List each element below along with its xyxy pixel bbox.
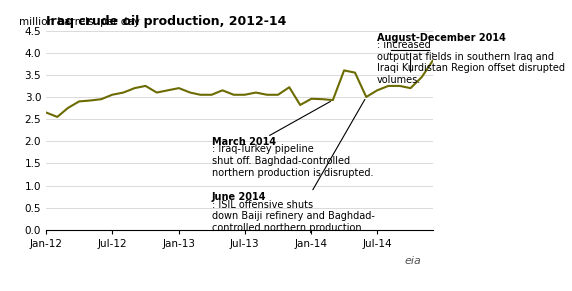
Text: Iraq crude oil production, 2012-14: Iraq crude oil production, 2012-14 — [46, 15, 287, 28]
Text: million barrels  per day: million barrels per day — [19, 17, 140, 26]
Text: eia: eia — [404, 256, 421, 266]
Text: August-December 2014: August-December 2014 — [377, 33, 506, 43]
Text: June 2014: June 2014 — [212, 192, 266, 202]
Text: : increased
output at fields in southern Iraq and
Iraqi Kurdistan Region offset : : increased output at fields in southern… — [377, 40, 565, 85]
Text: : ISIL offensive shuts
down Baiji refinery and Baghdad-
controlled northern prod: : ISIL offensive shuts down Baiji refine… — [212, 200, 375, 233]
Text: : Iraq-Turkey pipeline
shut off. Baghdad-controlled
northern production is disru: : Iraq-Turkey pipeline shut off. Baghdad… — [212, 144, 373, 178]
Text: March 2014: March 2014 — [212, 137, 276, 147]
